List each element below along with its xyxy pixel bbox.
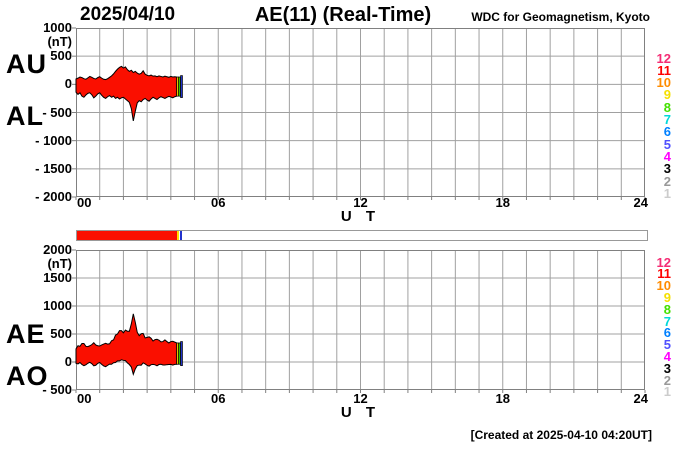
station-count-1: 1 <box>663 384 671 400</box>
station-count-3: 3 <box>663 161 671 177</box>
y-axis-unit-label: (nT) <box>47 34 72 49</box>
ut-axis-label: U T <box>340 404 381 421</box>
station-count-12: 12 <box>656 50 671 66</box>
y-tick-label: - 500 <box>42 382 72 397</box>
station-count-7: 7 <box>663 313 671 329</box>
station-count-8: 8 <box>663 301 671 317</box>
y-tick-label: - 2000 <box>35 189 72 204</box>
y-tick-label: 2000 <box>43 242 72 257</box>
au-index-label: AU <box>6 49 47 79</box>
station-count-6: 6 <box>663 325 671 341</box>
station-count-3: 3 <box>663 360 671 376</box>
y-tick-label: - 1500 <box>35 160 72 176</box>
y-tick-label: 0 <box>64 354 72 369</box>
station-count-11: 11 <box>657 62 671 78</box>
end-marker-blue <box>180 341 183 366</box>
created-timestamp: [Created at 2025-04-10 04:20UT] <box>470 428 652 442</box>
station-count-5: 5 <box>663 337 671 353</box>
availability-segment <box>176 231 179 240</box>
station-count-1: 1 <box>663 185 671 201</box>
upper-chart-svg <box>72 27 646 200</box>
ut-axis-label: U T <box>340 208 381 225</box>
station-count-2: 2 <box>663 173 671 189</box>
ae-index-label: AE <box>6 319 46 349</box>
availability-segment <box>77 231 177 240</box>
y-tick-label: 500 <box>50 48 72 64</box>
station-count-8: 8 <box>663 99 671 115</box>
end-marker-blue <box>180 75 183 98</box>
x-tick-label: 18 <box>495 391 510 406</box>
y-tick-label: - 1000 <box>35 132 72 148</box>
data-availability-bar-track <box>76 230 648 241</box>
ae-ao-area <box>75 313 178 376</box>
y-tick-label: 0 <box>64 76 72 92</box>
station-count-6: 6 <box>663 124 671 140</box>
x-tick-label: 00 <box>77 195 92 210</box>
credit-label: WDC for Geomagnetism, Kyoto <box>471 10 650 24</box>
plot-frame <box>76 28 645 197</box>
plot-date: 2025/04/10 <box>80 4 176 25</box>
plot-title: AE(11) (Real-Time) <box>254 4 432 26</box>
plot-frame <box>76 250 645 390</box>
x-tick-label: 12 <box>353 195 368 210</box>
station-count-4: 4 <box>663 348 671 364</box>
y-tick-label: 1000 <box>43 298 72 313</box>
availability-segment <box>180 231 183 240</box>
y-tick-label: - 500 <box>42 104 72 120</box>
y-tick-label: 1500 <box>43 270 72 285</box>
ao-index-label: AO <box>6 361 49 391</box>
station-count-2: 2 <box>663 372 671 388</box>
station-count-9: 9 <box>663 87 671 103</box>
x-tick-label: 12 <box>353 391 368 406</box>
y-tick-label: 1000 <box>43 20 72 35</box>
x-tick-label: 18 <box>495 195 510 210</box>
station-count-5: 5 <box>663 136 671 152</box>
x-tick-label: 06 <box>211 391 226 406</box>
x-tick-label: 24 <box>633 391 648 406</box>
x-tick-label: 00 <box>77 391 92 406</box>
x-tick-label: 24 <box>633 195 648 210</box>
station-count-7: 7 <box>663 112 671 127</box>
lower-chart-svg <box>72 249 646 393</box>
x-tick-label: 06 <box>211 195 226 210</box>
station-count-10: 10 <box>656 75 671 91</box>
al-index-label: AL <box>6 101 44 131</box>
y-axis-unit-label: (nT) <box>47 256 72 271</box>
station-count-10: 10 <box>656 278 671 294</box>
y-tick-label: 500 <box>50 326 72 341</box>
station-count-4: 4 <box>663 148 671 164</box>
availability-segment <box>178 231 181 240</box>
station-count-11: 11 <box>657 266 671 282</box>
station-count-12: 12 <box>656 254 671 270</box>
station-count-9: 9 <box>663 289 671 305</box>
